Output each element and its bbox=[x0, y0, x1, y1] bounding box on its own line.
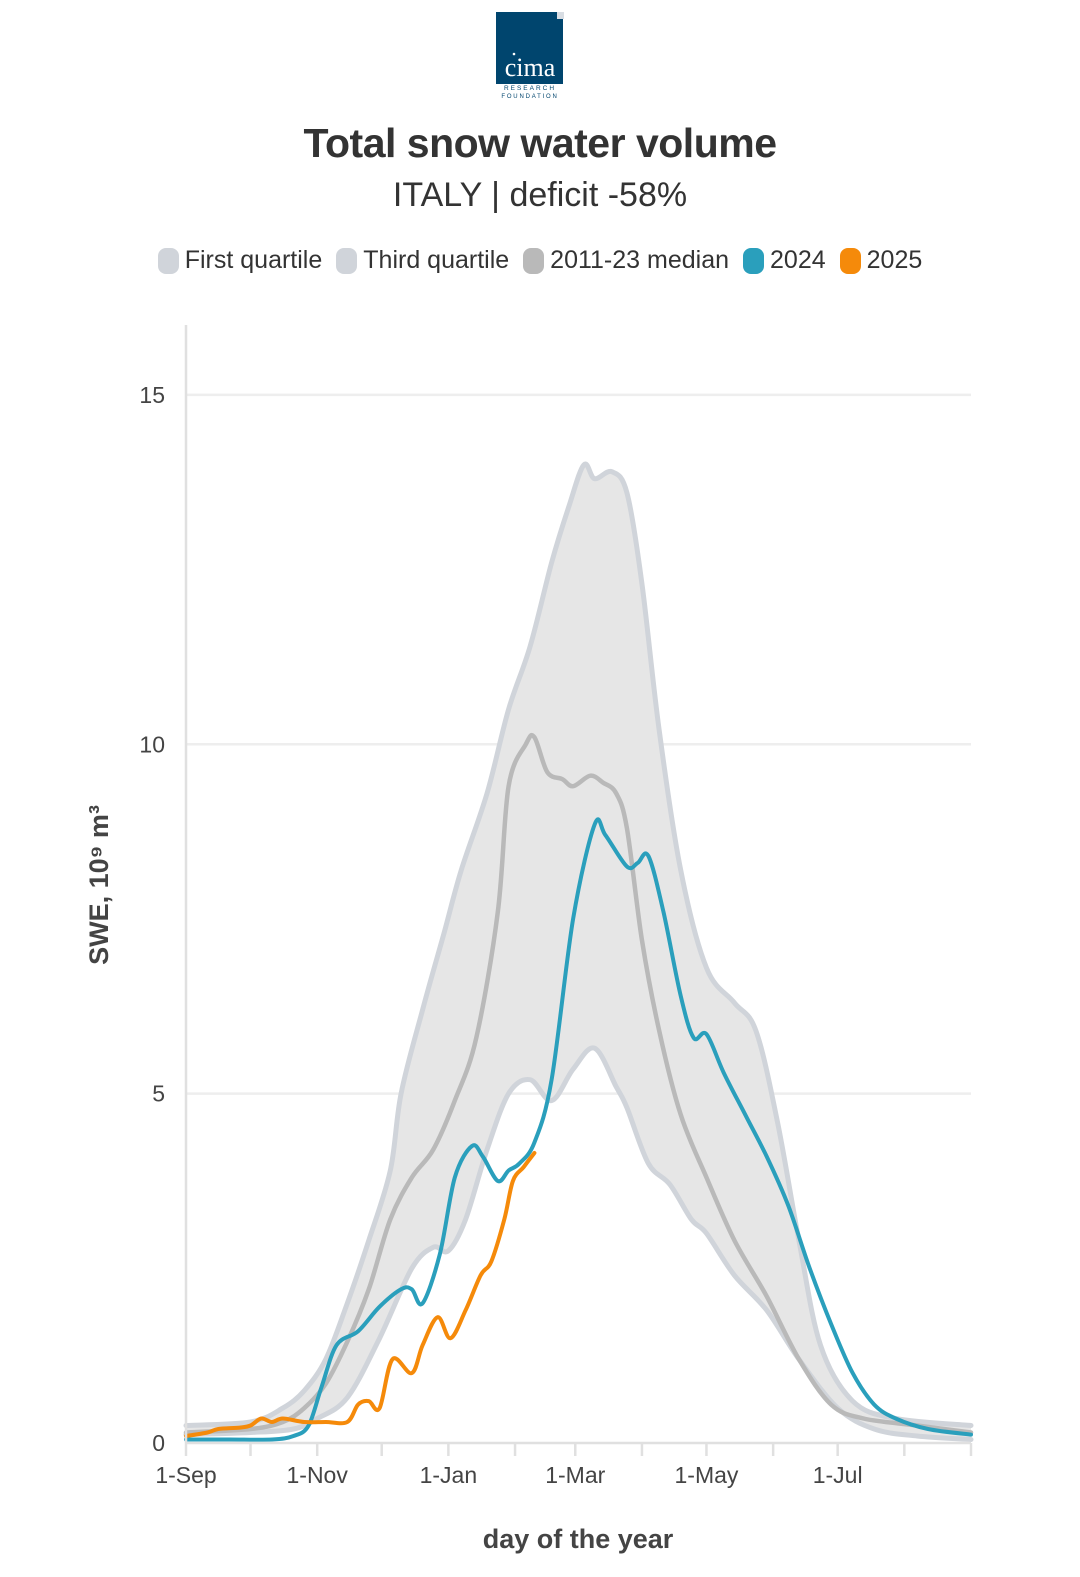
logo-background bbox=[496, 12, 563, 84]
legend-item-third-quartile[interactable]: Third quartile bbox=[336, 246, 509, 275]
y-tick-label-15: 15 bbox=[139, 382, 165, 408]
series-line-2024 bbox=[184, 817, 973, 1442]
x-tick-label-1-may: 1-May bbox=[675, 1462, 739, 1488]
legend-label-third-quartile: Third quartile bbox=[363, 246, 510, 274]
legend-item-median[interactable]: 2011-23 median bbox=[523, 246, 729, 275]
y-tick-label-10: 10 bbox=[139, 731, 165, 757]
x-tick-label-1-mar: 1-Mar bbox=[545, 1462, 605, 1488]
series-line-first-quartile bbox=[183, 1045, 974, 1442]
series-line-2025 bbox=[184, 1151, 537, 1438]
legend-swatch-first-quartile bbox=[157, 247, 179, 274]
y-tick-label-5: 5 bbox=[152, 1081, 165, 1107]
x-tick-label-1-sep: 1-Sep bbox=[155, 1462, 216, 1488]
chart-title: Total snow water volume bbox=[303, 120, 778, 166]
quartile-band-area bbox=[186, 464, 971, 1440]
chart-subtitle: ITALY | deficit -58% bbox=[392, 176, 688, 214]
legend-swatch-median bbox=[523, 247, 545, 274]
y-tick-label-0: 0 bbox=[152, 1430, 165, 1456]
axis-layer: 0 5 10 15 1-Sep 1-Nov 1-Jan 1-Mar 1-May 1-Jul bbox=[139, 325, 973, 1488]
x-tick-label-1-jul: 1-Jul bbox=[813, 1462, 863, 1488]
logo-wordmark: cima bbox=[505, 53, 556, 82]
legend-swatch-third-quartile bbox=[336, 247, 358, 274]
legend-label-first-quartile: First quartile bbox=[184, 246, 323, 274]
chart-legend: First quartile Third quartile 2011-23 me… bbox=[0, 246, 1080, 275]
logo-line1: RESEARCH bbox=[504, 85, 556, 92]
legend-item-2025[interactable]: 2025 bbox=[839, 246, 923, 275]
x-tick-label-1-nov: 1-Nov bbox=[287, 1462, 349, 1488]
legend-label-2025: 2025 bbox=[866, 246, 923, 274]
legend-swatch-2024 bbox=[743, 247, 765, 274]
logo-line2: FOUNDATION bbox=[501, 94, 558, 100]
legend-label-median: 2011-23 median bbox=[550, 246, 730, 274]
y-axis-title: SWE, 10⁹ m³ bbox=[84, 805, 114, 965]
series-line-third-quartile bbox=[183, 461, 974, 1428]
legend-swatch-2025 bbox=[839, 247, 861, 274]
x-tick-label-1-jan: 1-Jan bbox=[420, 1462, 478, 1488]
logo-dot bbox=[512, 52, 516, 56]
legend-item-2024[interactable]: 2024 bbox=[743, 246, 826, 275]
legend-item-first-quartile[interactable]: First quartile bbox=[157, 246, 323, 275]
quartile-band-layer bbox=[186, 464, 971, 1440]
x-axis-title: day of the year bbox=[483, 1524, 674, 1554]
series-layer bbox=[183, 461, 974, 1442]
legend-label-2024: 2024 bbox=[770, 246, 826, 274]
logo-corner-square bbox=[557, 12, 564, 19]
cima-logo: cima RESEARCH FOUNDATION bbox=[496, 12, 566, 100]
series-line-2011-23-median bbox=[183, 733, 974, 1435]
swe-chart: 0 5 10 15 1-Sep 1-Nov 1-Jan 1-Mar 1-May 1-Jul SWE… bbox=[84, 325, 974, 1554]
